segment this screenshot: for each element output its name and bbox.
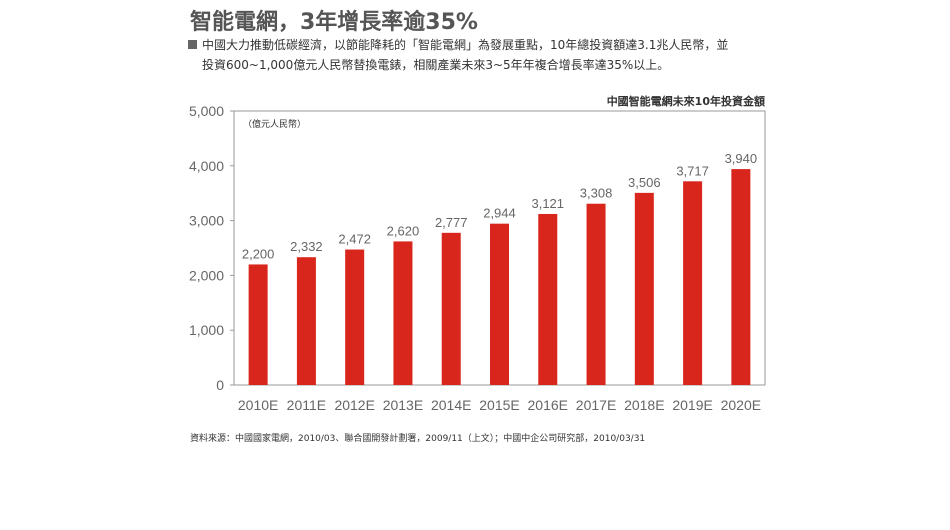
bar-value-label: 2,620 <box>387 223 420 238</box>
bar-value-label: 2,200 <box>242 246 275 261</box>
bar-value-label: 2,777 <box>435 215 468 230</box>
bar <box>586 203 606 385</box>
y-tick-label: 3,000 <box>189 213 224 229</box>
y-tick-label: 2,000 <box>189 267 224 283</box>
summary-bullet: 中國大力推動低碳經濟，以節能降耗的「智能電網」為發展重點，10年總投資額達3.1… <box>188 35 788 75</box>
y-tick-label: 5,000 <box>189 103 224 119</box>
page-title: 智能電網，3年增長率逾35% <box>190 10 478 35</box>
bar <box>683 181 703 385</box>
square-bullet-icon <box>188 40 197 49</box>
bar <box>490 223 509 385</box>
x-tick-label: 2011E <box>287 397 326 413</box>
x-tick-label: 2013E <box>383 397 423 413</box>
bar-value-label: 3,717 <box>676 163 709 178</box>
x-tick-label: 2012E <box>334 397 374 413</box>
x-tick-label: 2016E <box>528 397 568 413</box>
bar-value-label: 3,308 <box>580 186 613 201</box>
x-tick-label: 2015E <box>479 397 519 413</box>
bar-value-label: 2,332 <box>290 239 323 254</box>
bar-value-label: 3,121 <box>531 196 564 211</box>
x-tick-label: 2019E <box>672 397 712 413</box>
bar-value-labels: 2,200 2,332 2,472 2,620 2,777 2,944 3,121 3,308… <box>242 151 757 261</box>
bar-value-label: 2,472 <box>338 232 371 247</box>
x-axis-labels: 2010E 2011E 2012E 2013E 2014E 2015E 2016E 2017E… <box>238 397 761 413</box>
x-tick-label: 2014E <box>431 397 471 413</box>
y-tick-label: 0 <box>216 377 224 393</box>
bar <box>634 192 654 385</box>
bar <box>441 232 461 385</box>
summary-text-line2: 投資600~1,000億元人民幣替換電錶，相關產業未來3~5年年複合增長率達35… <box>202 58 670 72</box>
y-axis-ticks: 0 1,000 2,000 3,000 4,000 5,000 <box>189 103 234 393</box>
bar <box>345 249 365 385</box>
x-tick-label: 2018E <box>624 397 664 413</box>
summary-text-line1: 中國大力推動低碳經濟，以節能降耗的「智能電網」為發展重點，10年總投資額達3.1… <box>202 38 729 52</box>
bar-value-label: 3,940 <box>725 151 758 166</box>
x-tick-label: 2017E <box>576 397 616 413</box>
bar-value-label: 3,506 <box>628 175 661 190</box>
y-tick-label: 4,000 <box>189 158 224 174</box>
unit-label: （億元人民幣） <box>243 120 307 130</box>
bar <box>538 213 558 385</box>
x-tick-label: 2010E <box>238 397 278 413</box>
bar <box>248 264 268 385</box>
x-tick-label: 2020E <box>721 397 761 413</box>
bar <box>393 241 413 385</box>
chart-title: 中國智能電網未來10年投資金額 <box>606 95 765 108</box>
bar <box>296 257 316 385</box>
bar-value-label: 2,944 <box>483 206 516 221</box>
bars <box>248 169 751 385</box>
source-note: 資料來源：中國國家電網，2010/03、聯合國開發計劃署，2009/11（上文）… <box>190 434 646 444</box>
bar <box>731 169 751 385</box>
y-tick-label: 1,000 <box>189 322 224 338</box>
